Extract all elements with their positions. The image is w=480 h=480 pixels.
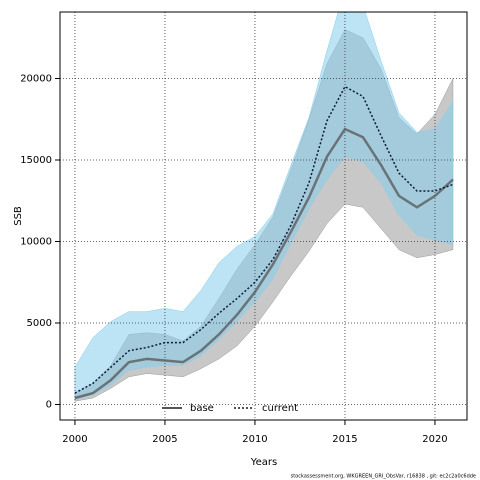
legend-label: base [190, 403, 214, 414]
series-line [74, 85, 454, 394]
y-tick-label: 15000 [20, 155, 52, 166]
x-tick-label: 2020 [422, 434, 447, 445]
x-tick-label: 2015 [332, 434, 357, 445]
series-line [74, 127, 454, 400]
plot-area [60, 12, 467, 420]
footer: stockassessment.org, WKGREEN_GRI_ObsVar,… [291, 474, 476, 480]
y-tick-label: 0 [46, 400, 52, 411]
x-tick-label: 2000 [62, 434, 87, 445]
y-tick-label: 20000 [20, 74, 52, 85]
legend-label: current [262, 403, 298, 414]
y-tick-label: 5000 [27, 318, 52, 329]
confidence-band [74, 12, 454, 400]
plot-frame [59, 11, 468, 421]
y-tick-label: 10000 [20, 237, 52, 248]
x-axis-label: Years [250, 457, 277, 468]
x-tick-label: 2005 [152, 434, 177, 445]
x-tick-label: 2010 [242, 434, 267, 445]
y-axis-label: SSB [13, 206, 24, 226]
